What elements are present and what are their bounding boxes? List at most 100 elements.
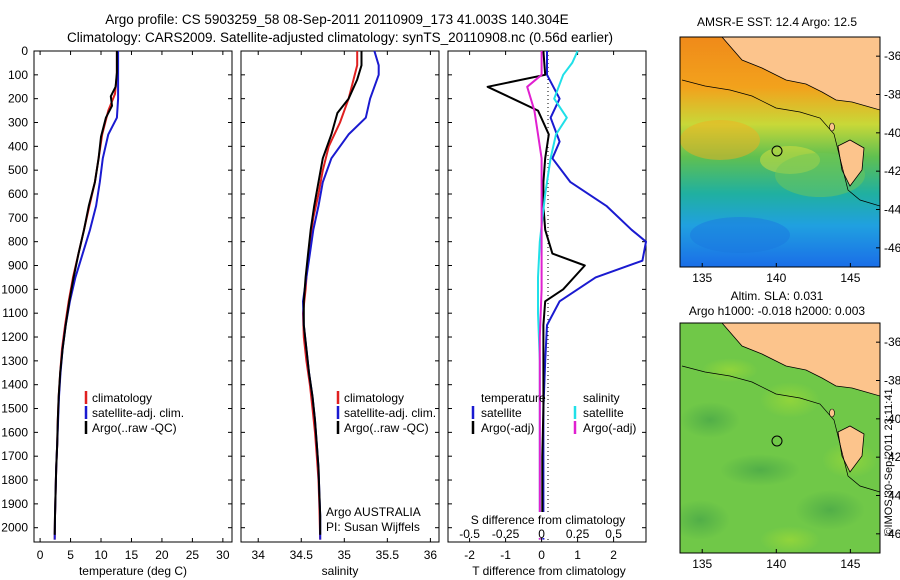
- legend-temp-argo: Argo(-adj): [481, 421, 534, 435]
- argo-position-marker: [771, 435, 783, 447]
- x-tick-label: 10: [94, 548, 108, 562]
- s-difference-tick-label: 0.25: [566, 527, 590, 541]
- x-tick-label: 1: [574, 548, 581, 562]
- depth-tick-label: 100: [8, 68, 28, 82]
- lat-tick-label: -36: [884, 49, 900, 63]
- legend-climatology: climatology: [92, 391, 152, 405]
- tasmania-island: [837, 139, 865, 187]
- depth-tick-label: 1900: [1, 497, 28, 511]
- lat-tick-label: -40: [884, 412, 900, 426]
- x-tick-label: 34: [252, 548, 266, 562]
- sst-map-axes: -36 -38 -40 -42 -44 -46 135 140 145: [692, 49, 900, 285]
- series-line-argo-raw-qc-: [53, 51, 118, 535]
- land-mass: [721, 323, 880, 397]
- figure-title-line2: Climatology: CARS2009. Satellite-adjuste…: [67, 30, 613, 45]
- x-tick-label: -2: [464, 548, 475, 562]
- depth-tick-label: 1300: [1, 354, 28, 368]
- s-difference-tick-label: -0.5: [459, 527, 480, 541]
- legend-sal-satellite: satellite: [583, 406, 624, 420]
- depth-tick-label: 200: [8, 92, 28, 106]
- depth-tick-label: 2000: [1, 521, 28, 535]
- x-tick-label: 5: [67, 548, 74, 562]
- sst-map-title: AMSR-E SST: 12.4 Argo: 12.5: [697, 15, 857, 29]
- lon-tick-label: 140: [766, 271, 786, 285]
- depth-tick-label: 1100: [2, 306, 28, 320]
- lon-tick-label: 145: [840, 557, 860, 571]
- depth-tick-label: 0: [21, 44, 28, 58]
- depth-axis: 0 100 200 300 400 500 600 700 800 900 1000 1100 1200…: [1, 44, 28, 535]
- depth-tick-label: 400: [8, 139, 28, 153]
- lon-tick-label: 135: [692, 271, 712, 285]
- legend-satellite: satellite-adj. clim.: [344, 406, 436, 420]
- depth-tick-label: 1800: [1, 473, 28, 487]
- shelf-contour: [681, 365, 880, 493]
- legend-temp-satellite: satellite: [481, 406, 522, 420]
- imos-timestamp-label: ©IMOS 30-Sep-2011 23:11:41: [883, 388, 895, 535]
- legend-sal-argo: Argo(-adj): [583, 421, 636, 435]
- legend-salinity-title: salinity: [583, 391, 620, 405]
- lat-tick-label: -46: [884, 527, 900, 541]
- argo-position-marker: [771, 145, 783, 157]
- legend-argo: Argo(..raw -QC): [344, 421, 429, 435]
- salinity-axis: 34 34.5 35 35.5 36: [241, 50, 439, 562]
- x-tick-label: 34.5: [290, 548, 314, 562]
- x-tick-label: 20: [155, 548, 169, 562]
- lon-tick-label: 145: [840, 271, 860, 285]
- temperature-legend: climatology satellite-adj. clim. Argo(..…: [84, 391, 184, 435]
- depth-tick-label: 1700: [1, 449, 28, 463]
- lat-tick-label: -42: [884, 450, 900, 464]
- legend-satellite: satellite-adj. clim.: [92, 406, 184, 420]
- sst-map: [680, 37, 880, 267]
- difference-legend: temperature satellite Argo(-adj) salinit…: [471, 391, 636, 435]
- series-line-argo-adj-: [486, 50, 586, 535]
- small-island-icon: [829, 408, 835, 418]
- x-tick-label: 15: [125, 548, 139, 562]
- depth-tick-label: 900: [8, 259, 28, 273]
- lat-tick-label: -38: [884, 88, 900, 102]
- sla-map-axes: -36 -38 -40 -42 -44 -46 135 140 145: [692, 335, 900, 571]
- x-tick-label: 35.5: [376, 548, 400, 562]
- salinity-legend: climatology satellite-adj. clim. Argo(..…: [336, 391, 436, 435]
- salinity-series: [302, 50, 380, 540]
- sla-map: [680, 323, 880, 553]
- temperature-series: [53, 51, 120, 540]
- lat-tick-label: -44: [884, 489, 900, 503]
- depth-tick-label: 1000: [1, 282, 28, 296]
- difference-series: [486, 50, 647, 540]
- s-difference-ticks: -0.5 -0.25 0 0.25 0.5: [459, 527, 622, 541]
- depth-tick-label: 600: [8, 187, 28, 201]
- salinity-xlabel: salinity: [322, 564, 359, 578]
- lat-tick-label: -36: [884, 335, 900, 349]
- depth-tick-label: 1200: [1, 330, 28, 344]
- lon-tick-label: 140: [766, 557, 786, 571]
- depth-tick-label: 1400: [1, 378, 28, 392]
- tasmania-island: [837, 425, 865, 473]
- temperature-xlabel: temperature (deg C): [79, 564, 187, 578]
- sst-map-frame: [679, 36, 881, 268]
- lat-tick-label: -38: [884, 374, 900, 388]
- sla-map-frame: [679, 322, 881, 554]
- x-tick-label: 2: [610, 548, 617, 562]
- depth-tick-label: 700: [8, 211, 28, 225]
- x-tick-label: 35: [338, 548, 352, 562]
- lat-tick-label: -40: [884, 126, 900, 140]
- depth-tick-label: 800: [8, 235, 28, 249]
- lat-tick-label: -42: [884, 164, 900, 178]
- legend-argo: Argo(..raw -QC): [92, 421, 177, 435]
- sla-map-title2: Argo h1000: -0.018 h2000: 0.003: [689, 304, 865, 318]
- small-island-icon: [829, 122, 835, 132]
- difference-panel-frame: [447, 50, 647, 543]
- series-line-salinity-argo-adj-: [526, 51, 543, 540]
- legend-temperature-title: temperature: [481, 391, 546, 405]
- depth-tick-label: 1600: [1, 425, 28, 439]
- salinity-panel-frame: [240, 50, 440, 543]
- figure-title-line1: Argo profile: CS 5903259_58 08-Sep-2011 …: [105, 12, 568, 27]
- x-tick-label: 36: [424, 548, 438, 562]
- depth-tick-label: 1500: [1, 402, 28, 416]
- s-difference-tick-label: 0: [538, 527, 545, 541]
- legend-climatology: climatology: [344, 391, 404, 405]
- lon-tick-label: 135: [692, 557, 712, 571]
- x-tick-label: 25: [186, 548, 200, 562]
- difference-axis: -2 -1 0 1 2: [448, 50, 646, 562]
